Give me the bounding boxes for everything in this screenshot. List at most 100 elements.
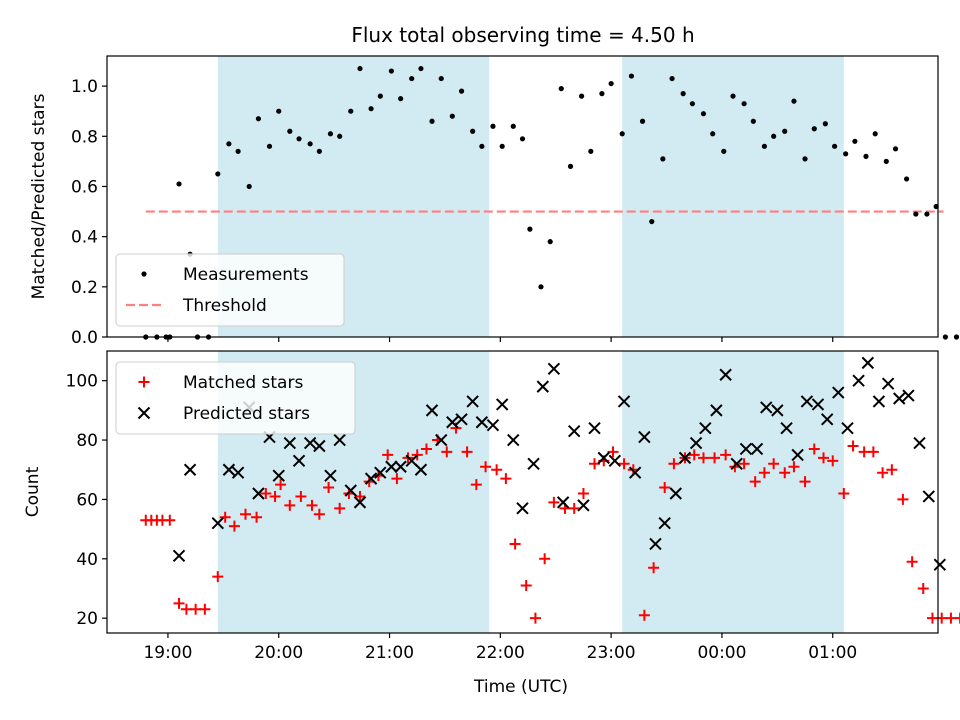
- predicted-point: [353, 496, 367, 509]
- predicted-point: [374, 466, 387, 479]
- matched-point: [818, 452, 830, 464]
- data-point: [215, 171, 221, 177]
- data-point: [872, 131, 878, 137]
- data-point: [266, 143, 273, 149]
- data-point: [791, 98, 797, 104]
- predicted-point: [597, 451, 610, 465]
- matched-point: [648, 562, 660, 574]
- matched-point: [709, 452, 721, 464]
- data-point: [761, 143, 768, 149]
- legend-label: Threshold: [182, 296, 267, 316]
- matched-point: [867, 446, 879, 458]
- matched-point: [173, 597, 185, 609]
- data-point: [449, 113, 455, 119]
- data-point: [287, 128, 293, 134]
- predicted-point: [811, 398, 825, 411]
- data-point: [942, 334, 948, 340]
- axes-frame: [106, 55, 939, 338]
- y-tick-label: 0.6: [71, 177, 98, 197]
- predicted-point: [913, 436, 926, 450]
- count-panel: 20 40 60 80 100 19:00 20:00 21:00 22:00 23:00 00:0…: [23, 350, 960, 663]
- data-point: [599, 91, 605, 97]
- predicted-point: [710, 404, 723, 417]
- matched-point: [212, 571, 224, 583]
- matched-point: [589, 458, 601, 470]
- predicted-point: [466, 395, 479, 408]
- matched-point: [529, 612, 541, 624]
- predicted-point: [231, 466, 245, 479]
- predicted-point: [425, 404, 439, 417]
- predicted-point: [922, 490, 935, 503]
- y-tick-label: 80: [76, 431, 98, 451]
- predicted-point: [567, 424, 581, 438]
- series-matched-stars: [140, 422, 960, 624]
- predicted-point: [689, 436, 703, 450]
- matched-point: [251, 511, 263, 523]
- data-point: [904, 176, 910, 182]
- matched-point: [411, 449, 423, 461]
- predicted-point: [638, 430, 651, 444]
- predicted-point: [780, 421, 793, 435]
- matched-point: [688, 449, 700, 461]
- matched-point: [668, 458, 680, 470]
- matched-point: [568, 502, 580, 514]
- matched-point: [334, 502, 346, 514]
- data-point: [700, 111, 707, 117]
- predicted-point: [475, 416, 489, 429]
- data-point: [276, 108, 282, 114]
- chart-title: Flux total observing time = 4.50 h: [351, 23, 694, 47]
- matched-point: [441, 446, 453, 458]
- matched-point: [180, 603, 192, 615]
- predicted-point: [183, 463, 197, 476]
- data-point: [337, 133, 343, 139]
- data-point: [527, 226, 533, 232]
- data-point: [750, 118, 756, 124]
- predicted-point: [617, 395, 631, 408]
- predicted-point: [527, 457, 540, 471]
- matched-point: [164, 514, 176, 526]
- data-point: [377, 93, 383, 99]
- matched-point: [269, 490, 281, 502]
- matched-point: [838, 487, 850, 499]
- matched-point: [275, 479, 287, 491]
- data-point: [246, 183, 252, 190]
- x-tick-label: 19:00: [143, 643, 192, 663]
- x-tick-label: 00:00: [697, 643, 746, 663]
- data-point: [588, 148, 594, 154]
- matched-point: [491, 464, 503, 476]
- data-point: [608, 80, 614, 87]
- predicted-point: [577, 499, 590, 512]
- data-point: [689, 101, 695, 107]
- predicted-point: [364, 472, 378, 485]
- predicted-point: [303, 436, 317, 450]
- data-point: [567, 163, 574, 169]
- data-point: [811, 126, 817, 132]
- predicted-point: [344, 484, 357, 497]
- predicted-point: [719, 368, 732, 381]
- matched-point: [461, 446, 473, 458]
- predicted-point: [608, 454, 622, 468]
- matched-point: [306, 499, 318, 511]
- data-point: [782, 128, 788, 134]
- predicted-point: [750, 442, 764, 456]
- y-tick-label: 0.0: [71, 328, 98, 348]
- legend-box: [115, 253, 345, 327]
- predicted-point: [547, 362, 561, 376]
- data-point: [519, 136, 526, 142]
- predicted-point: [771, 404, 784, 417]
- predicted-point: [222, 463, 236, 476]
- data-point: [499, 143, 505, 149]
- predicted-point: [536, 380, 550, 393]
- y-axis-label: Count: [23, 466, 43, 517]
- matched-point: [877, 467, 889, 479]
- matched-point: [500, 473, 512, 485]
- matched-point: [228, 520, 240, 532]
- matched-point: [697, 452, 709, 464]
- predicted-point: [861, 356, 875, 370]
- predicted-point: [495, 398, 509, 411]
- matched-point: [638, 609, 650, 621]
- matched-point: [199, 603, 211, 615]
- matched-point: [917, 582, 929, 594]
- predicted-point: [893, 392, 906, 405]
- axes-frame: [106, 350, 939, 634]
